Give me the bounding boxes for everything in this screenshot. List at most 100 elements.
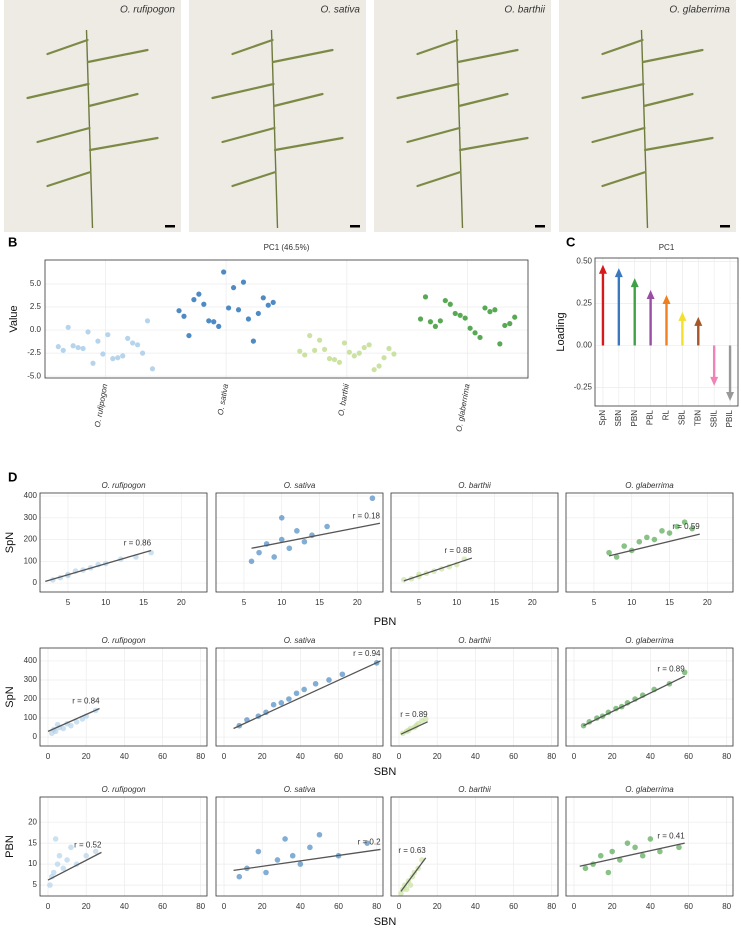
panel-frame bbox=[565, 647, 734, 747]
y-tick-label: -5.0 bbox=[27, 371, 41, 380]
x-tick-label: 60 bbox=[334, 902, 343, 911]
point bbox=[47, 882, 53, 888]
point bbox=[317, 337, 323, 343]
y-tick-label: 5.0 bbox=[30, 279, 42, 288]
y-tick-label: 15 bbox=[28, 838, 37, 847]
point bbox=[240, 279, 247, 285]
point bbox=[364, 840, 370, 846]
point bbox=[90, 360, 96, 366]
scale-bar bbox=[165, 225, 175, 228]
panicle-branch bbox=[416, 170, 462, 188]
point bbox=[256, 549, 262, 556]
x-tick-label: 20 bbox=[433, 752, 442, 761]
correlation-label: r = 0.41 bbox=[657, 831, 685, 840]
point bbox=[644, 534, 650, 541]
x-tick-label: 20 bbox=[528, 598, 537, 607]
point bbox=[263, 869, 269, 876]
point bbox=[674, 523, 680, 530]
point bbox=[417, 316, 424, 322]
point bbox=[110, 356, 116, 362]
correlation-label: r = 0.86 bbox=[124, 539, 152, 548]
x-tick-label: 20 bbox=[353, 598, 362, 607]
panicle-branch bbox=[396, 82, 460, 100]
point bbox=[130, 340, 136, 346]
point bbox=[255, 310, 261, 317]
x-tick-label: RL bbox=[662, 409, 671, 420]
x-tick-label: 20 bbox=[82, 752, 91, 761]
x-tick-label: 40 bbox=[646, 902, 655, 911]
x-tick-label: SBL bbox=[677, 409, 686, 425]
x-tick-label: 15 bbox=[315, 598, 324, 607]
point bbox=[639, 852, 646, 859]
point bbox=[196, 291, 202, 297]
correlation-label: r = 0.18 bbox=[353, 511, 381, 520]
point bbox=[100, 351, 106, 357]
y-axis-label: PBN bbox=[4, 835, 16, 858]
y-tick-label: 0 bbox=[33, 578, 38, 587]
point bbox=[386, 345, 392, 352]
point bbox=[125, 335, 131, 341]
panicle-branch bbox=[88, 136, 159, 152]
panel-frame bbox=[215, 647, 384, 747]
point bbox=[80, 345, 86, 352]
photo bbox=[4, 0, 181, 232]
x-tick-label: O. barthii bbox=[336, 383, 351, 417]
panel-frame bbox=[39, 796, 208, 897]
fit-line bbox=[233, 660, 381, 730]
point bbox=[65, 324, 71, 330]
y-tick-label: 0 bbox=[33, 732, 38, 741]
x-tick-label: 0 bbox=[46, 902, 51, 911]
x-tick-label: 60 bbox=[158, 902, 167, 911]
x-tick-label: 20 bbox=[82, 902, 91, 911]
point bbox=[371, 367, 377, 373]
point bbox=[617, 857, 623, 863]
y-tick-label: -2.5 bbox=[27, 348, 41, 357]
point bbox=[676, 844, 682, 851]
point bbox=[181, 313, 187, 319]
panel-frame bbox=[39, 647, 208, 747]
x-tick-label: 20 bbox=[258, 902, 267, 911]
y-tick-label: 0.0 bbox=[30, 325, 42, 334]
x-tick-label: PBL bbox=[646, 409, 655, 425]
point bbox=[282, 836, 288, 842]
x-tick-label: 10 bbox=[627, 598, 636, 607]
panel-frame bbox=[390, 492, 559, 593]
point bbox=[115, 355, 121, 361]
panicle-branch bbox=[458, 136, 529, 152]
x-tick-label: 20 bbox=[608, 902, 617, 911]
point bbox=[427, 319, 434, 325]
point bbox=[52, 836, 59, 842]
point bbox=[307, 332, 313, 339]
x-tick-label: 60 bbox=[684, 752, 693, 761]
arrow-head bbox=[614, 268, 623, 278]
x-tick-label: 0 bbox=[46, 752, 51, 761]
panicle-branch bbox=[87, 92, 139, 108]
chart-title: PC1 (46.5%) bbox=[264, 243, 310, 252]
point bbox=[326, 356, 333, 362]
point bbox=[297, 348, 303, 354]
point bbox=[105, 332, 111, 338]
point bbox=[324, 523, 330, 530]
point bbox=[507, 321, 513, 327]
x-tick-label: 15 bbox=[139, 598, 148, 607]
x-axis-label: SBN bbox=[374, 766, 397, 778]
panel-title: O. sativa bbox=[284, 785, 316, 794]
y-tick-label: 100 bbox=[24, 556, 38, 565]
panicle-branch bbox=[642, 92, 694, 108]
correlation-label: r = 0.84 bbox=[72, 697, 100, 706]
panicle-branch bbox=[273, 136, 344, 152]
arrow-head bbox=[710, 376, 719, 386]
point bbox=[286, 545, 293, 552]
panel-frame bbox=[565, 492, 734, 593]
y-tick-label: 5 bbox=[33, 880, 38, 889]
x-tick-label: 60 bbox=[509, 752, 518, 761]
point bbox=[278, 700, 285, 706]
correlation-label: r = 0.2 bbox=[358, 838, 381, 847]
x-tick-label: 5 bbox=[592, 598, 597, 607]
point bbox=[326, 677, 332, 683]
panicle-branch bbox=[36, 126, 91, 144]
point bbox=[201, 301, 207, 307]
y-tick-label: 200 bbox=[24, 535, 38, 544]
x-tick-label: 5 bbox=[66, 598, 71, 607]
point bbox=[301, 538, 308, 545]
